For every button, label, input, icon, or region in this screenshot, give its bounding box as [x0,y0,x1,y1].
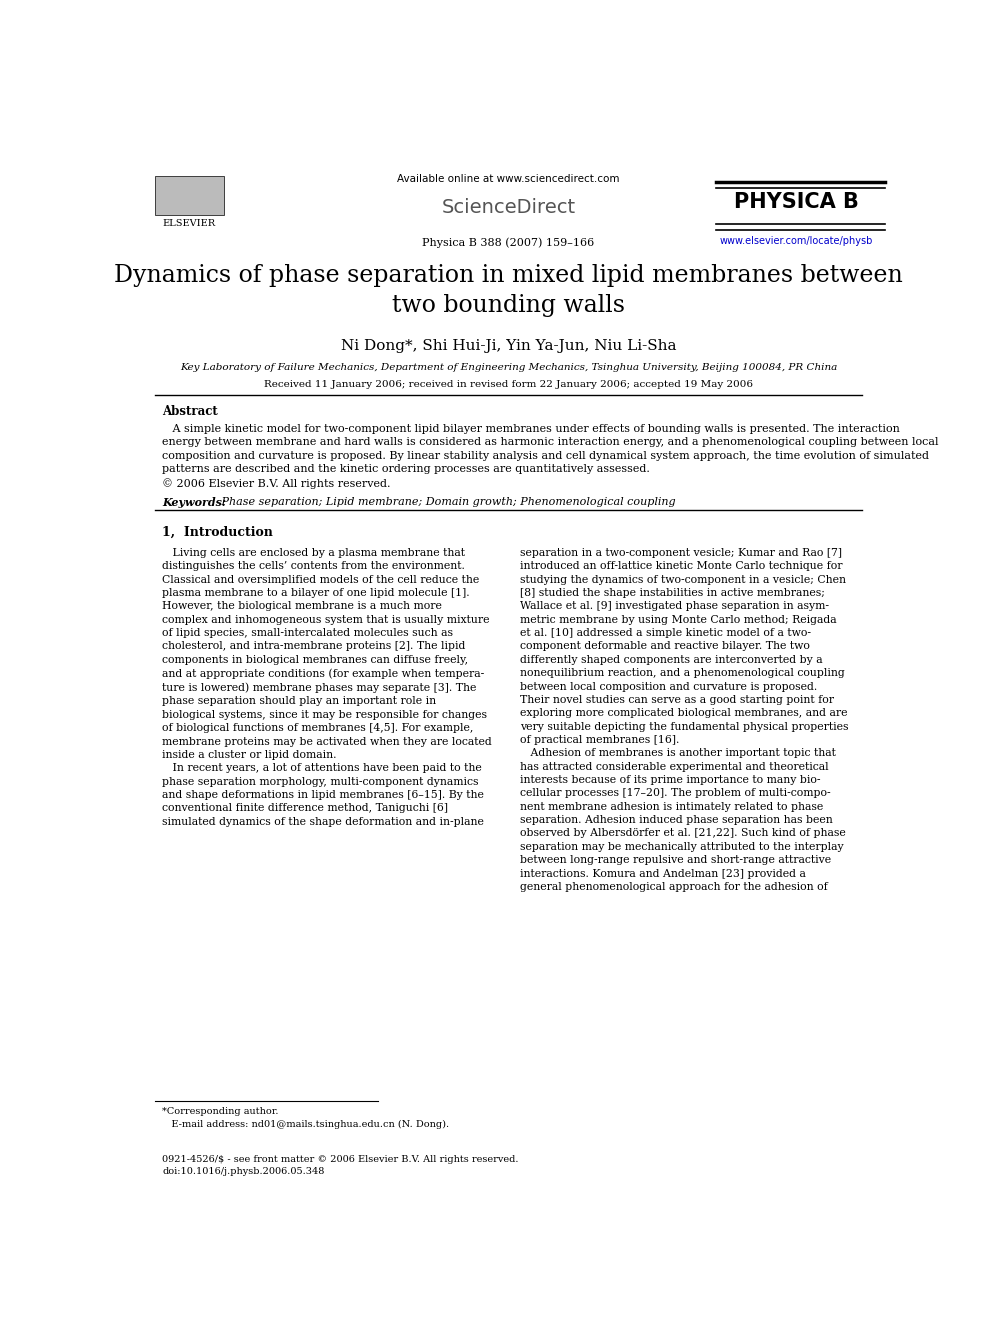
Text: Abstract: Abstract [163,405,218,418]
Text: 1,  Introduction: 1, Introduction [163,525,274,538]
Text: Key Laboratory of Failure Mechanics, Department of Engineering Mechanics, Tsingh: Key Laboratory of Failure Mechanics, Dep… [180,363,837,372]
Text: ScienceDirect: ScienceDirect [441,198,575,217]
Text: Physica B 388 (2007) 159–166: Physica B 388 (2007) 159–166 [423,237,594,247]
Text: www.elsevier.com/locate/physb: www.elsevier.com/locate/physb [720,237,873,246]
Text: PHYSICA B: PHYSICA B [734,192,859,213]
Text: *Corresponding author.
   E-mail address: nd01@mails.tsinghua.edu.cn (N. Dong).: *Corresponding author. E-mail address: n… [163,1107,449,1129]
Text: Living cells are enclosed by a plasma membrane that
distinguishes the cells’ con: Living cells are enclosed by a plasma me… [163,548,492,827]
Bar [155,176,224,214]
Text: Dynamics of phase separation in mixed lipid membranes between
two bounding walls: Dynamics of phase separation in mixed li… [114,263,903,318]
Text: ELSEVIER: ELSEVIER [163,218,216,228]
Text: Ni Dong*, Shi Hui-Ji, Yin Ya-Jun, Niu Li-Sha: Ni Dong*, Shi Hui-Ji, Yin Ya-Jun, Niu Li… [340,339,677,353]
Text: Phase separation; Lipid membrane; Domain growth; Phenomenological coupling: Phase separation; Lipid membrane; Domain… [218,497,676,507]
Text: separation in a two-component vesicle; Kumar and Rao [7]
introduced an off-latti: separation in a two-component vesicle; K… [520,548,848,892]
Text: Received 11 January 2006; received in revised form 22 January 2006; accepted 19 : Received 11 January 2006; received in re… [264,380,753,389]
Text: Keywords:: Keywords: [163,497,226,508]
Text: Available online at www.sciencedirect.com: Available online at www.sciencedirect.co… [397,175,620,184]
Text: 0921-4526/$ - see front matter © 2006 Elsevier B.V. All rights reserved.
doi:10.: 0921-4526/$ - see front matter © 2006 El… [163,1155,519,1176]
Text: A simple kinetic model for two-component lipid bilayer membranes under effects o: A simple kinetic model for two-component… [163,423,939,490]
